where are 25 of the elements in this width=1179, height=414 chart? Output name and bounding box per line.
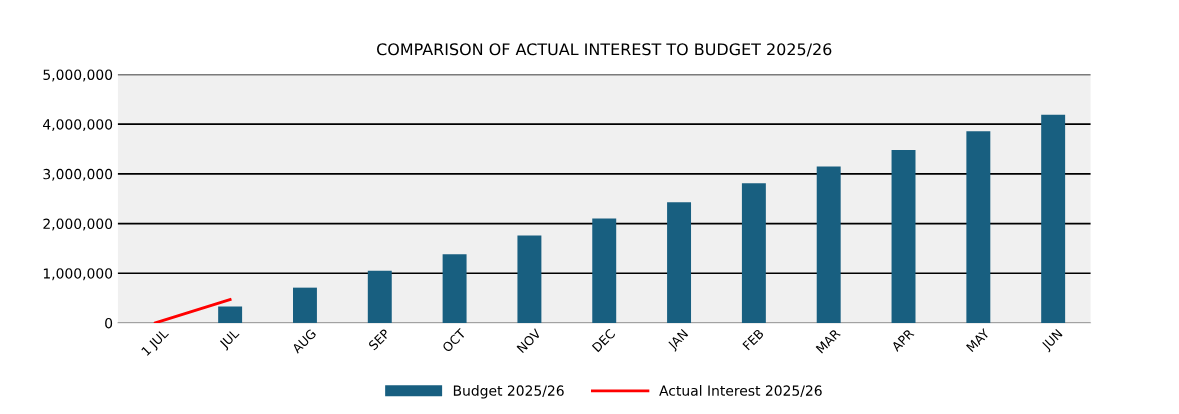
bar [218, 306, 243, 323]
x-tick-label: SEP [367, 328, 391, 351]
y-tick-label: 5,000,000 [43, 69, 113, 82]
bar [741, 183, 766, 323]
y-tick-label: 4,000,000 [43, 119, 113, 132]
bar [292, 287, 317, 323]
x-tick-label: FEB [742, 328, 765, 351]
bar [442, 254, 467, 323]
x-tick-label: 1 JUL [141, 328, 171, 358]
legend-label: Budget 2025/26 [453, 385, 564, 399]
legend-label: Actual Interest 2025/26 [659, 385, 822, 397]
bar [1041, 114, 1066, 323]
y-tick-label: 2,000,000 [43, 218, 113, 231]
x-tick-label: JUL [218, 328, 242, 351]
y-tick-label: 3,000,000 [43, 168, 113, 181]
bar [816, 166, 841, 323]
y-tick-label: 1,000,000 [43, 268, 113, 281]
bar [667, 202, 692, 323]
bar [517, 235, 542, 323]
chart-title: COMPARISON OF ACTUAL INTEREST TO BUDGET 2025/26 [377, 43, 832, 57]
y-tick-label: 0 [105, 317, 113, 329]
bar [367, 270, 392, 323]
bar [891, 150, 916, 323]
bar [966, 131, 991, 323]
bar [592, 218, 617, 323]
